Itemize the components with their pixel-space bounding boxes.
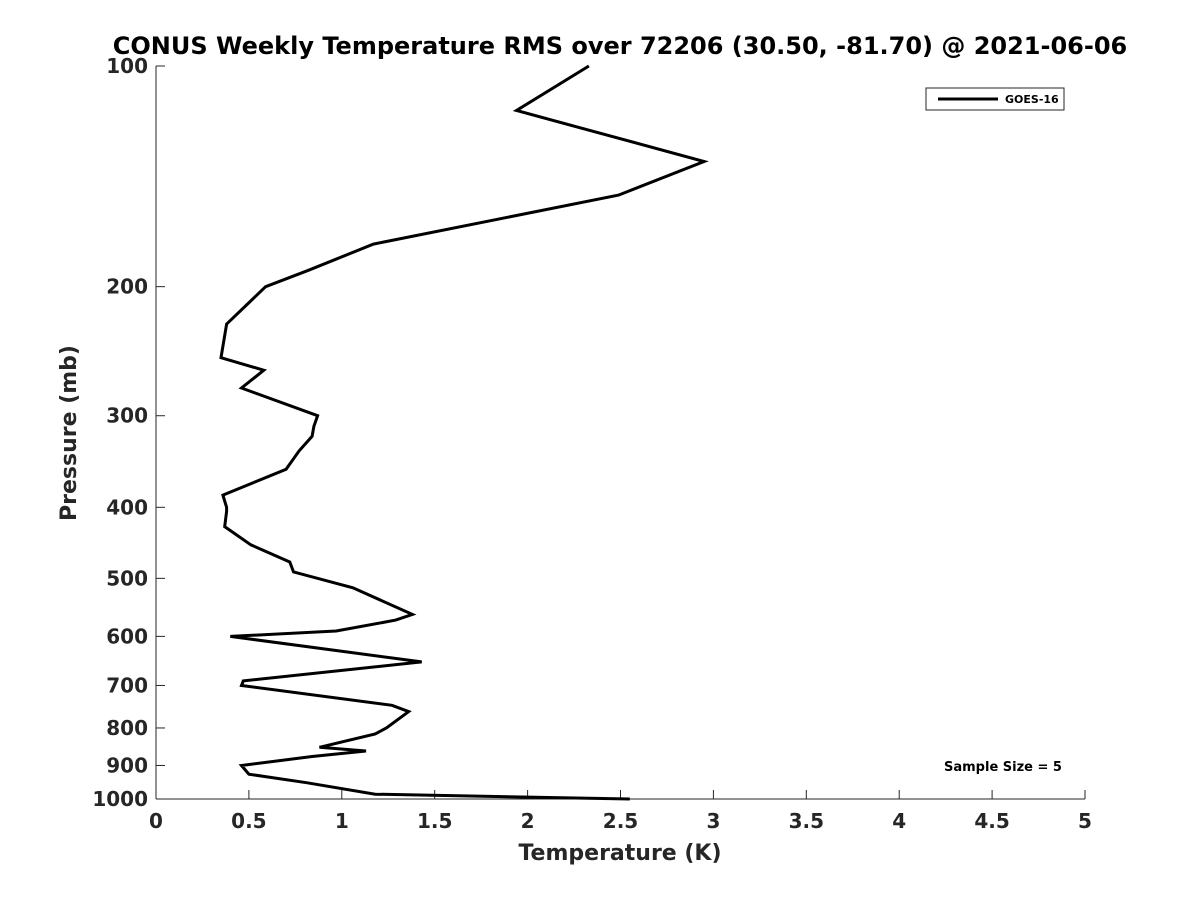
x-tick-label: 4.5 <box>974 809 1009 833</box>
y-tick-label: 300 <box>106 404 148 428</box>
y-tick-label: 400 <box>106 495 148 519</box>
y-tick-label: 600 <box>106 624 148 648</box>
x-tick-label: 1.5 <box>417 809 452 833</box>
legend-label-goes-16: GOES-16 <box>1005 93 1059 106</box>
x-tick-label: 0 <box>149 809 163 833</box>
y-tick-label: 700 <box>106 673 148 697</box>
x-tick-label: 2 <box>521 809 535 833</box>
sample-size-annotation: Sample Size = 5 <box>944 760 1062 775</box>
y-tick-label: 500 <box>106 566 148 590</box>
x-axis-label: Temperature (K) <box>518 841 721 866</box>
x-tick-label: 4 <box>892 809 906 833</box>
series-line-goes-16 <box>219 64 709 801</box>
chart-title: CONUS Weekly Temperature RMS over 72206 … <box>113 32 1127 60</box>
y-tick-label: 1000 <box>92 787 148 811</box>
legend: GOES-16 <box>925 87 1065 111</box>
plot-axes: 0 0.5 1 1.5 2 2.5 3 3.5 4 4.5 5 100 200 300 400 500 600 7… <box>92 54 1092 833</box>
y-tick-label: 200 <box>106 275 148 299</box>
y-tick-label: 800 <box>106 716 148 740</box>
y-tick-label: 100 <box>106 54 148 78</box>
y-tick-label: 900 <box>106 753 148 777</box>
x-tick-label: 0.5 <box>231 809 266 833</box>
x-tick-label: 3.5 <box>789 809 824 833</box>
x-tick-label: 3 <box>706 809 720 833</box>
y-axis-label: Pressure (mb) <box>57 345 82 521</box>
x-tick-label: 1 <box>335 809 349 833</box>
x-tick-label: 2.5 <box>603 809 638 833</box>
plot-series <box>219 64 709 801</box>
x-tick-label: 5 <box>1078 809 1092 833</box>
